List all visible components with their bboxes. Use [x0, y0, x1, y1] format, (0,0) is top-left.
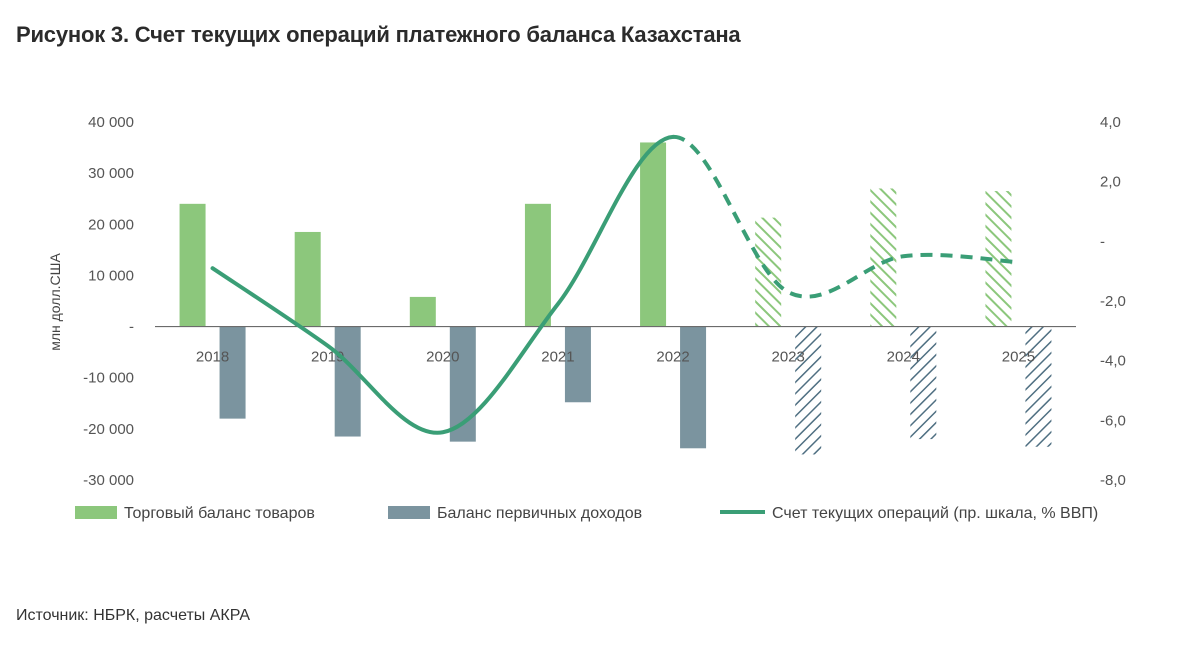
left-tick-label: 40 000 — [88, 114, 134, 131]
left-tick-label: -20 000 — [83, 421, 134, 438]
left-tick-label: 10 000 — [88, 267, 134, 284]
left-tick-label: -10 000 — [83, 370, 134, 387]
right-tick-label: -6,0 — [1100, 412, 1126, 429]
category-label: 2025 — [1002, 349, 1035, 366]
left-tick-label: 30 000 — [88, 165, 134, 182]
trade-balance-bar-2022 — [640, 142, 667, 327]
right-tick-label: - — [1100, 233, 1105, 250]
right-tick-label: -4,0 — [1100, 353, 1126, 370]
current-account-chart: 40 000 30 000 20 000 10 000 - -10 000 -20 000 -… — [47, 114, 1126, 522]
trade-balance-bar-2018 — [179, 203, 206, 327]
legend-swatch-trade — [75, 506, 117, 519]
legend-label-trade: Торговый баланс товаров — [124, 505, 315, 522]
primary-income-bar-2024 — [910, 326, 937, 440]
right-tick-label: 2,0 — [1100, 174, 1121, 191]
current-account-line — [210, 134, 1019, 435]
legend: Торговый баланс товаров Баланс первичных … — [75, 505, 1098, 522]
trade-balance-bar-2021 — [524, 203, 551, 327]
current-account-line-forecast — [672, 134, 1019, 299]
legend-label-current-account: Счет текущих операций (пр. шкала, % ВВП) — [772, 505, 1098, 522]
right-tick-label: -2,0 — [1100, 293, 1126, 310]
primary-income-bar-2022 — [680, 326, 707, 449]
trade-balance-bar-2019 — [294, 231, 321, 327]
category-label: 2024 — [887, 349, 920, 366]
figure-title: Рисунок 3. Счет текущих операций платежн… — [16, 22, 741, 47]
current-account-line-actual — [210, 134, 676, 435]
primary-income-bar-2019 — [334, 326, 361, 437]
left-axis-label: млн долл.США — [47, 253, 63, 351]
left-tick-label: 20 000 — [88, 216, 134, 233]
category-label: 2018 — [196, 349, 229, 366]
left-tick-label: -30 000 — [83, 472, 134, 489]
trade-balance-bar-2020 — [409, 296, 436, 327]
category-label: 2020 — [426, 349, 459, 366]
category-labels: 2018 2019 2020 2021 2022 2023 2024 2025 — [196, 349, 1035, 366]
primary-income-bar-2018 — [219, 326, 246, 419]
primary-income-bar-2023 — [795, 326, 822, 455]
source-note: Источник: НБРК, расчеты АКРА — [16, 607, 250, 624]
left-axis-ticks: 40 000 30 000 20 000 10 000 - -10 000 -20 000 -… — [83, 114, 134, 489]
legend-swatch-income — [388, 506, 430, 519]
bars — [179, 142, 1052, 455]
left-tick-label: - — [129, 319, 134, 336]
right-tick-label: 4,0 — [1100, 114, 1121, 131]
primary-income-bar-2021 — [564, 326, 591, 403]
legend-label-income: Баланс первичных доходов — [437, 505, 642, 522]
right-tick-label: -8,0 — [1100, 472, 1126, 489]
primary-income-bar-2025 — [1025, 326, 1052, 447]
right-axis-ticks: 4,0 2,0 - -2,0 -4,0 -6,0 -8,0 — [1100, 114, 1126, 489]
category-label: 2023 — [772, 349, 805, 366]
category-label: 2022 — [656, 349, 689, 366]
category-label: 2021 — [541, 349, 574, 366]
